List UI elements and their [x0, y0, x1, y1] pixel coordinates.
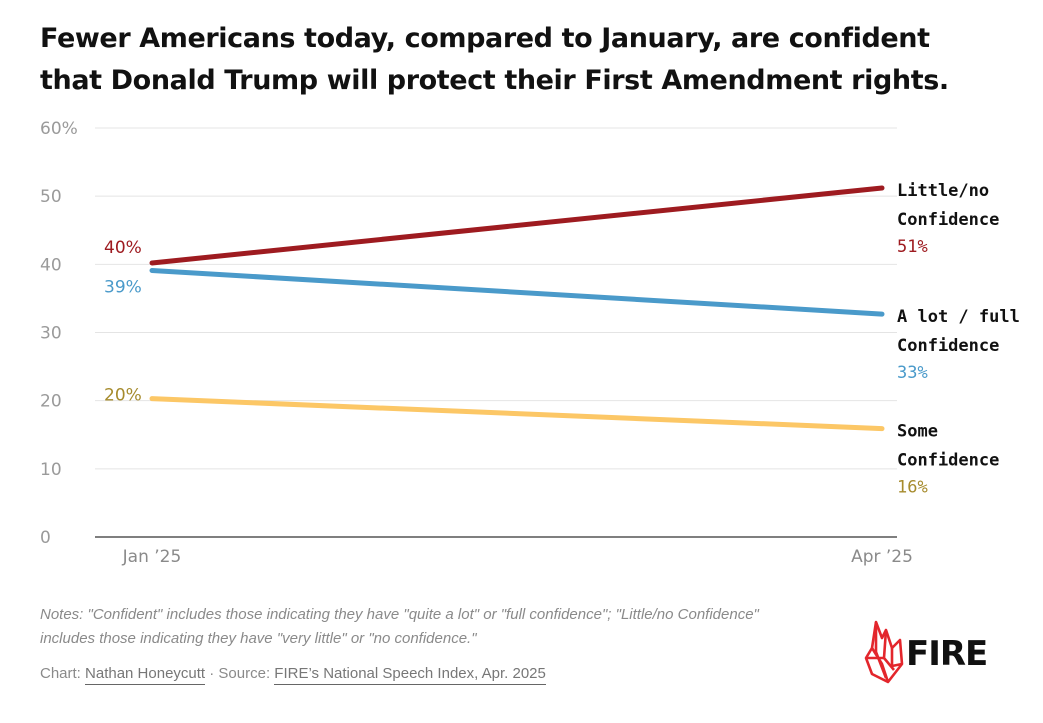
- series-name-label: Little/no: [897, 181, 989, 201]
- series-name-label: A lot / full: [897, 307, 1020, 327]
- series-name-label: Confidence: [897, 451, 999, 471]
- end-value-label: 33%: [897, 363, 928, 383]
- start-value-label: 40%: [104, 238, 142, 258]
- source-link[interactable]: FIRE’s National Speech Index, Apr. 2025: [274, 665, 546, 685]
- y-tick-label: 20: [40, 392, 62, 412]
- flame-icon: FIRE: [864, 620, 988, 684]
- notes-line-1: Notes: "Confident" includes those indica…: [40, 606, 759, 623]
- credit-chart-prefix: Chart:: [40, 665, 86, 682]
- end-value-label: 51%: [897, 237, 928, 257]
- series-name-label: Confidence: [897, 336, 999, 356]
- y-tick-label: 0: [40, 528, 51, 548]
- line-chart: 0 10 20 30 40 50 60% Jan ’25 Apr ’25 40% 39% 20% Lit…: [40, 119, 1020, 567]
- series-name-label: Confidence: [897, 210, 999, 230]
- series-name-label: Some: [897, 422, 938, 442]
- y-tick-label: 50: [40, 187, 62, 207]
- y-tick-label: 40: [40, 255, 62, 275]
- author-link[interactable]: Nathan Honeycutt: [85, 665, 206, 685]
- start-value-label: 39%: [104, 277, 142, 297]
- end-value-label: 16%: [897, 478, 928, 498]
- chart-title: Fewer Americans today, compared to Janua…: [40, 23, 949, 96]
- series-line: [149, 396, 885, 432]
- x-tick-label: Apr ’25: [851, 547, 913, 567]
- notes-line-2: includes those indicating they have "ver…: [40, 630, 477, 647]
- credit-separator: · Source:: [205, 665, 275, 682]
- fire-logo: FIRE: [862, 618, 1012, 688]
- chart-notes: Notes: "Confident" includes those indica…: [40, 603, 840, 651]
- chart-credit: Chart: Nathan Honeycutt · Source: FIRE’s…: [40, 663, 546, 685]
- y-tick-label: 10: [40, 460, 62, 480]
- series-line: [149, 267, 885, 317]
- start-value-label: 20%: [104, 386, 142, 406]
- x-tick-label: Jan ’25: [122, 547, 182, 567]
- y-tick-label: 60%: [40, 119, 78, 139]
- series-line: [149, 185, 885, 266]
- logo-text: FIRE: [906, 634, 987, 674]
- y-tick-label: 30: [40, 324, 62, 344]
